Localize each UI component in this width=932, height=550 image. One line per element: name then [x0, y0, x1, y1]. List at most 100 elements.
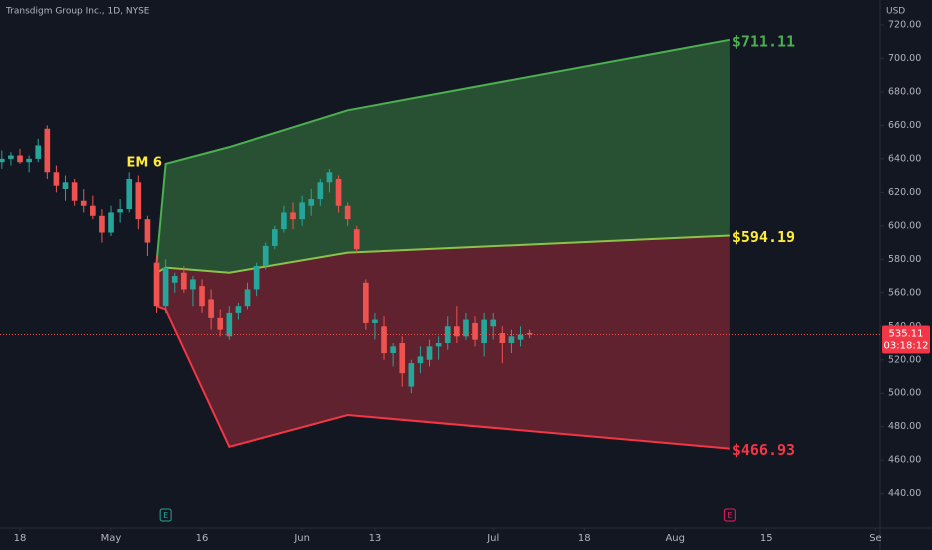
- last-price-box: [882, 325, 930, 354]
- candle-body: [0, 158, 5, 163]
- x-tick-label: Jun: [293, 533, 310, 544]
- y-tick-label: 620.00: [888, 187, 921, 198]
- candle-body: [317, 182, 324, 200]
- candle-body: [117, 209, 123, 213]
- candle-body: [35, 145, 42, 159]
- last-price-label: 535.11: [889, 328, 924, 339]
- candle-body: [390, 346, 396, 354]
- band-line: [156, 305, 730, 450]
- annotation: EM 6: [127, 155, 162, 170]
- countdown-label: 03:18:12: [884, 340, 929, 351]
- x-tick-label: 18: [14, 533, 27, 544]
- candle-body: [499, 332, 506, 344]
- band-line: [156, 234, 730, 274]
- candle-body: [281, 212, 287, 230]
- candle-body: [17, 155, 23, 163]
- y-tick-label: 460.00: [888, 455, 921, 466]
- candle-body: [353, 229, 360, 250]
- candle-body: [181, 272, 187, 290]
- y-tick-label: 520.00: [888, 354, 921, 365]
- candle-body: [335, 178, 342, 206]
- candle-body: [162, 267, 169, 307]
- x-tick-label: 18: [578, 533, 591, 544]
- event-label: E: [163, 511, 168, 520]
- candle-body: [435, 343, 442, 347]
- candle-body: [526, 332, 533, 335]
- x-tick-label: May: [101, 533, 122, 544]
- x-tick-label: 16: [196, 533, 209, 544]
- candle-body: [262, 245, 269, 267]
- y-tick-label: 580.00: [888, 254, 921, 265]
- candle-body: [190, 279, 196, 290]
- candle-body: [299, 202, 305, 220]
- candle-body: [99, 215, 105, 233]
- candle-body: [80, 200, 87, 206]
- candle-body: [235, 306, 242, 313]
- y-tick-label: 440.00: [888, 488, 921, 499]
- y-tick-label: 660.00: [888, 120, 921, 131]
- x-tick-label: 13: [369, 533, 382, 544]
- candle-body: [135, 182, 142, 220]
- chart-title: Transdigm Group Inc., 1D, NYSE: [5, 7, 150, 17]
- x-tick-label: 15: [760, 533, 773, 544]
- candle-body: [199, 286, 205, 307]
- candle-body: [508, 336, 515, 344]
- x-tick-label: Se: [869, 533, 882, 544]
- x-tick-label: Jul: [486, 533, 499, 544]
- candle-body: [426, 346, 433, 360]
- candle-body: [463, 319, 469, 337]
- event-label: E: [727, 511, 732, 520]
- candle-body: [417, 356, 424, 364]
- y-tick-label: 560.00: [888, 287, 921, 298]
- candle-body: [71, 182, 78, 201]
- band-line: [155, 38, 731, 263]
- y-tick-label: 640.00: [888, 153, 921, 164]
- x-tick-label: Aug: [665, 533, 685, 544]
- candle-body: [108, 212, 114, 233]
- candle-body: [399, 343, 406, 374]
- band-value-label: $711.11: [732, 32, 795, 50]
- candle-body: [53, 172, 60, 186]
- candle-body: [8, 155, 14, 159]
- event-marker: [723, 508, 736, 522]
- candle-body: [126, 178, 133, 210]
- candle-body: [153, 262, 160, 307]
- y-tick-label: 600.00: [888, 220, 921, 231]
- candle-body: [244, 289, 251, 307]
- candle-body: [326, 172, 333, 183]
- y-tick-label: 680.00: [888, 86, 921, 97]
- candle-body: [217, 317, 224, 330]
- event-marker: [159, 508, 172, 522]
- candle-body: [90, 205, 96, 216]
- band-value-label: $594.19: [732, 228, 795, 246]
- candle-body: [363, 282, 369, 323]
- candle-body: [171, 276, 178, 283]
- band-value-label: $466.93: [732, 441, 795, 459]
- candle-body: [472, 322, 478, 340]
- candle-body: [44, 128, 51, 173]
- currency-label: USD: [886, 7, 905, 17]
- candle-body: [272, 229, 278, 246]
- candle-body: [226, 312, 233, 337]
- candle-body: [454, 326, 460, 337]
- candle-body: [308, 199, 315, 206]
- candle-body: [344, 205, 351, 220]
- y-tick-label: 720.00: [888, 19, 921, 30]
- candle-body: [144, 219, 151, 243]
- lower-area: [156, 235, 730, 449]
- candle-body: [253, 266, 260, 290]
- candle-body: [408, 363, 415, 387]
- candle-body: [62, 182, 69, 190]
- y-tick-label: 480.00: [888, 421, 921, 432]
- y-tick-label: 500.00: [888, 388, 921, 399]
- candle-body: [290, 212, 296, 220]
- candle-body: [490, 319, 497, 327]
- candle-body: [372, 319, 378, 323]
- candle-body: [26, 158, 32, 163]
- candle-body: [381, 326, 387, 354]
- candle-body: [208, 299, 214, 318]
- candle-body: [481, 319, 487, 344]
- candle-body: [517, 334, 524, 340]
- y-tick-label: 700.00: [888, 53, 921, 64]
